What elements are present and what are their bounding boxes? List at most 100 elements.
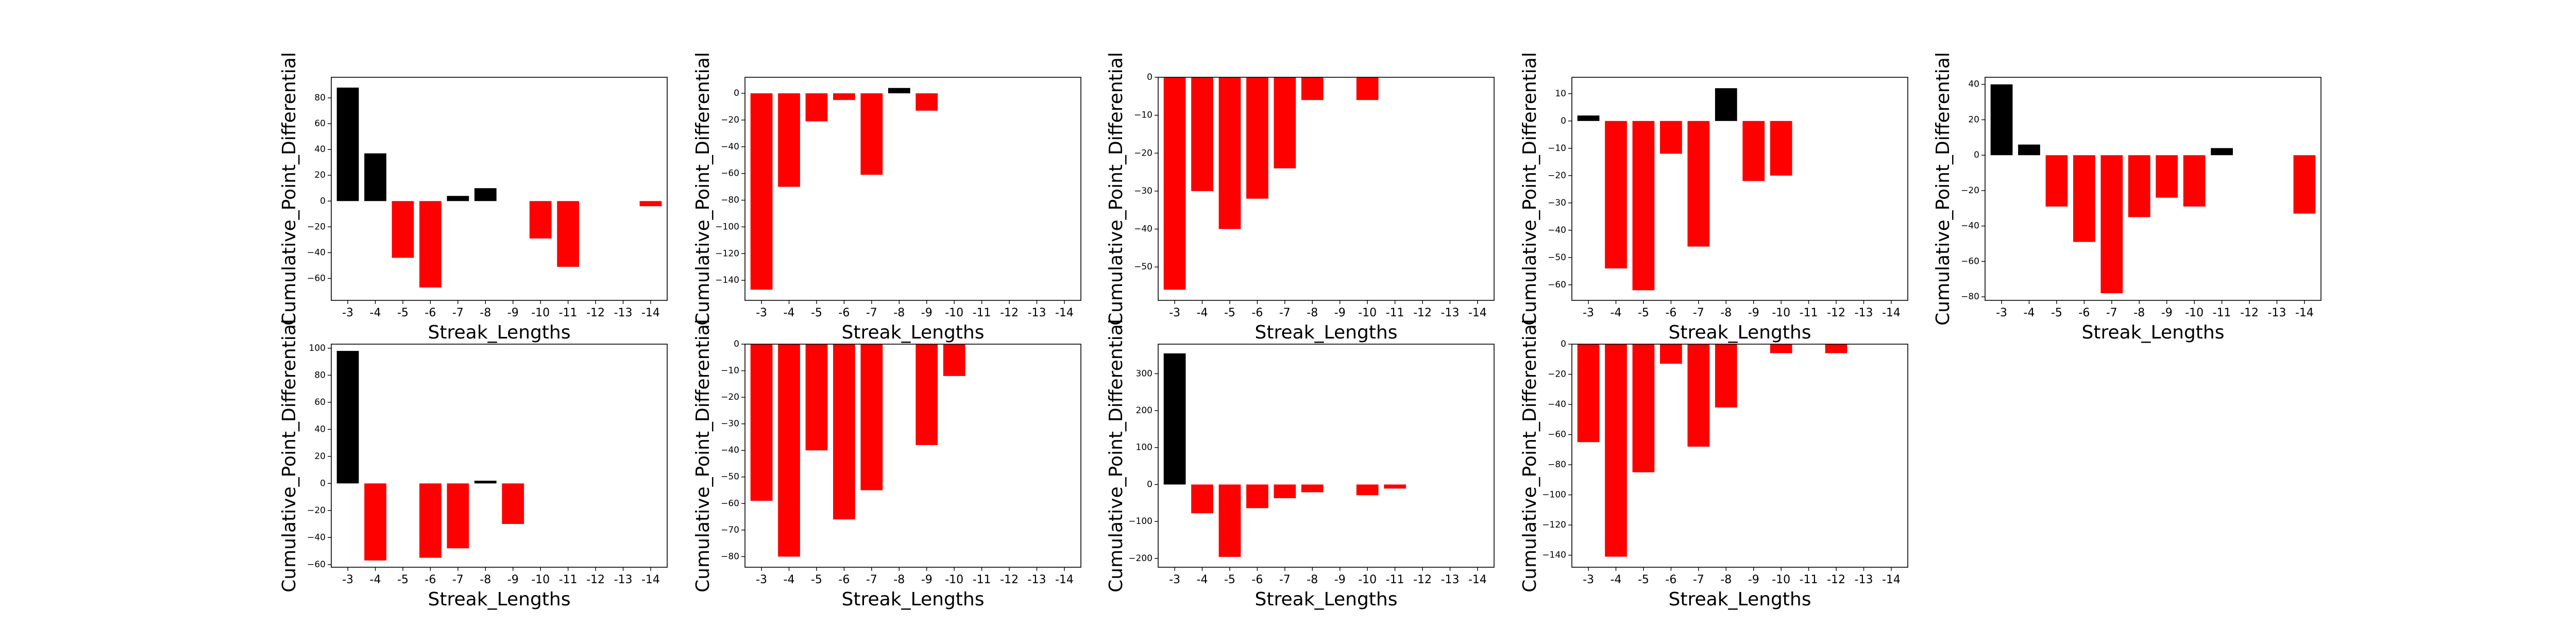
y-tick-label: −100 (1128, 516, 1153, 527)
x-tick-label: -14 (1055, 573, 1074, 586)
y-tick-label: −20 (721, 392, 739, 402)
y-tick-label: −80 (721, 551, 739, 562)
x-tick-label: -12 (586, 573, 605, 586)
x-tick-label: -14 (1055, 307, 1074, 319)
x-axis-title: Streak_Lengths (428, 322, 571, 343)
bar (2100, 155, 2123, 294)
x-tick-label: -8 (893, 307, 905, 319)
x-tick-label: -7 (452, 573, 464, 586)
y-tick-label: 20 (314, 170, 326, 180)
bar (1825, 344, 1848, 353)
bar (860, 344, 883, 490)
bar (1274, 77, 1296, 168)
y-tick-label: −80 (1548, 460, 1566, 470)
bar (1274, 484, 1296, 498)
y-tick-label: 0 (320, 196, 326, 206)
y-tick-label: −60 (721, 168, 739, 179)
y-axis-title: Cumulative_Point_Differential (692, 52, 714, 326)
x-tick-label: -12 (1000, 307, 1019, 319)
x-tick-label: -12 (586, 307, 605, 319)
x-tick-label: -9 (921, 307, 933, 319)
y-tick-label: 300 (1136, 368, 1153, 379)
y-tick-label: −20 (1134, 148, 1153, 158)
y-tick-label: −20 (1548, 171, 1566, 181)
y-tick-label: 20 (314, 451, 326, 462)
bar (2128, 155, 2150, 217)
bar (750, 93, 773, 290)
y-tick-label: −40 (1134, 224, 1153, 234)
bar (1660, 121, 1682, 154)
x-tick-label: -8 (1720, 307, 1732, 319)
y-axis-title: Cumulative_Point_Differential (279, 52, 300, 326)
x-tick-label: -8 (1720, 573, 1732, 586)
y-tick-label: 0 (1147, 479, 1153, 489)
y-tick-label: −40 (1548, 225, 1566, 235)
y-tick-label: −80 (721, 195, 739, 206)
x-tick-label: -11 (1386, 307, 1404, 319)
y-tick-label: 0 (734, 88, 739, 98)
x-tick-label: -8 (2133, 307, 2145, 319)
bar (916, 344, 938, 445)
x-tick-label: -11 (559, 573, 578, 586)
bar (1356, 77, 1379, 100)
y-tick-label: 0 (1147, 72, 1153, 82)
bar (1742, 121, 1765, 181)
x-tick-label: -3 (1996, 307, 2007, 319)
chart-5: −80 −60 −40 −20 0 20 40 -3 -4 -5 -6 -7 -8 -9 -10 -11 -12… (1933, 52, 2321, 343)
y-tick-label: −40 (721, 142, 739, 152)
x-tick-label: -9 (1334, 573, 1346, 586)
bar (1632, 121, 1655, 291)
x-axis-title: Streak_Lengths (1255, 589, 1398, 610)
bar (1218, 484, 1241, 557)
x-tick-label: -10 (1772, 307, 1790, 319)
chart-4: −60 −50 −40 −30 −20 −10 0 10 -3 -4 -5 -6 -7 -8 -9 -10 -1… (1519, 52, 1908, 343)
x-tick-label: -3 (1583, 573, 1594, 586)
bar (1246, 77, 1268, 199)
plot-frame (744, 77, 1081, 301)
y-tick-label: −60 (1548, 280, 1566, 290)
x-tick-label: -7 (1279, 573, 1291, 586)
bar (805, 344, 828, 451)
x-tick-label: -4 (784, 573, 795, 586)
x-tick-label: -11 (973, 307, 991, 319)
y-tick-label: −120 (1542, 520, 1566, 530)
x-tick-label: -10 (1772, 573, 1790, 586)
bar (336, 88, 359, 201)
y-tick-label: −40 (1548, 399, 1566, 410)
bar (1191, 484, 1213, 514)
x-tick-label: -14 (1882, 307, 1901, 319)
x-tick-label: -13 (1028, 573, 1046, 586)
y-axis-title: Cumulative_Point_Differential (1106, 52, 1127, 326)
x-tick-label: -3 (1169, 307, 1180, 319)
x-tick-label: -8 (1307, 573, 1318, 586)
x-tick-label: -12 (1000, 573, 1019, 586)
x-tick-label: -5 (2051, 307, 2062, 319)
chart-2: −140−120−100−80−60−40−200-3 -4 -5 -6 -7 -8 -9-… (692, 52, 1081, 343)
x-axis-title: Streak_Lengths (842, 322, 985, 343)
x-tick-label: -5 (1224, 307, 1235, 319)
y-tick-label: −40 (1961, 221, 1979, 231)
y-tick-label: −120 (715, 248, 739, 259)
x-tick-label: -10 (945, 307, 963, 319)
x-tick-label: -12 (1413, 573, 1432, 586)
y-tick-label: −140 (1542, 550, 1566, 561)
plot-frame (744, 344, 1081, 568)
plot-frame (331, 344, 668, 568)
bar (1660, 344, 1682, 364)
bar (557, 201, 579, 267)
chart-9: −140−120−100−80−60−40−200-3 -4 -5 -6 -7 -8 -9-… (1519, 319, 1908, 610)
y-tick-label: −50 (721, 472, 739, 482)
chart-1: −60 −40 −20 0 20 40 60 80 -3 -4 -5 -6 -7 -8 -9 -10 -11 -1… (279, 52, 668, 343)
bar (916, 93, 938, 111)
x-tick-label: -10 (531, 573, 550, 586)
bar (474, 481, 497, 484)
x-tick-label: -13 (2268, 307, 2286, 319)
x-tick-label: -7 (452, 307, 464, 319)
y-tick-label: −140 (715, 275, 739, 285)
x-tick-label: -8 (1307, 307, 1318, 319)
x-tick-label: -11 (1386, 573, 1404, 586)
bar (1218, 77, 1241, 229)
x-tick-label: -5 (1224, 573, 1235, 586)
x-tick-label: -4 (370, 573, 381, 586)
x-tick-label: -10 (1358, 573, 1377, 586)
